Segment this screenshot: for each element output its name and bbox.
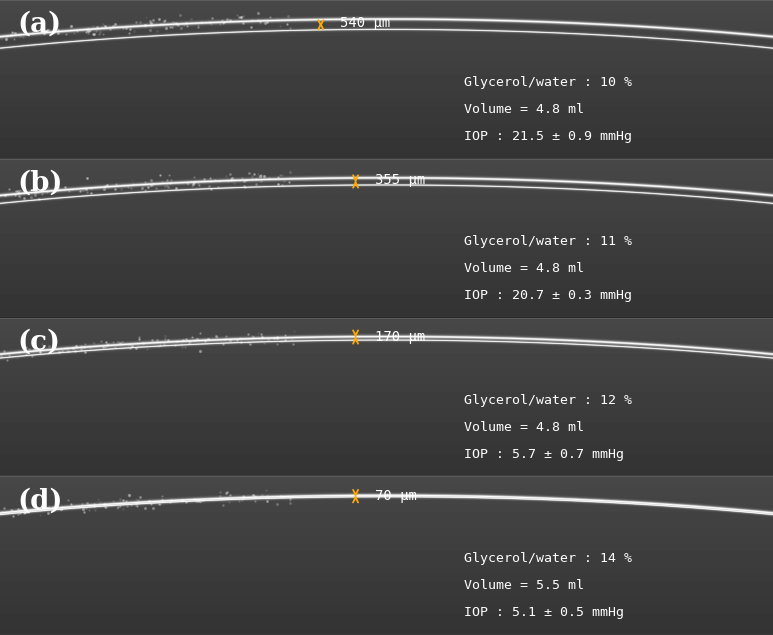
Text: Volume = 4.8 ml: Volume = 4.8 ml xyxy=(464,420,584,434)
Text: Volume = 4.8 ml: Volume = 4.8 ml xyxy=(464,262,584,275)
Text: IOP : 5.7 ± 0.7 mmHg: IOP : 5.7 ± 0.7 mmHg xyxy=(464,448,624,460)
Text: IOP : 20.7 ± 0.3 mmHg: IOP : 20.7 ± 0.3 mmHg xyxy=(464,289,632,302)
Text: (a): (a) xyxy=(17,11,61,38)
Text: 70 μm: 70 μm xyxy=(375,489,417,503)
Text: (d): (d) xyxy=(17,488,63,514)
Text: Volume = 5.5 ml: Volume = 5.5 ml xyxy=(464,579,584,592)
Text: IOP : 21.5 ± 0.9 mmHg: IOP : 21.5 ± 0.9 mmHg xyxy=(464,130,632,143)
Text: (b): (b) xyxy=(17,170,63,197)
Text: 355 μm: 355 μm xyxy=(375,173,425,187)
Text: Glycerol/water : 14 %: Glycerol/water : 14 % xyxy=(464,552,632,565)
Text: 170 μm: 170 μm xyxy=(375,330,425,344)
Text: Glycerol/water : 10 %: Glycerol/water : 10 % xyxy=(464,76,632,89)
Text: 540 μm: 540 μm xyxy=(340,16,390,30)
Text: IOP : 5.1 ± 0.5 mmHg: IOP : 5.1 ± 0.5 mmHg xyxy=(464,606,624,619)
Text: Glycerol/water : 11 %: Glycerol/water : 11 % xyxy=(464,235,632,248)
Text: Volume = 4.8 ml: Volume = 4.8 ml xyxy=(464,103,584,116)
Text: Glycerol/water : 12 %: Glycerol/water : 12 % xyxy=(464,394,632,406)
Text: (c): (c) xyxy=(17,329,60,356)
